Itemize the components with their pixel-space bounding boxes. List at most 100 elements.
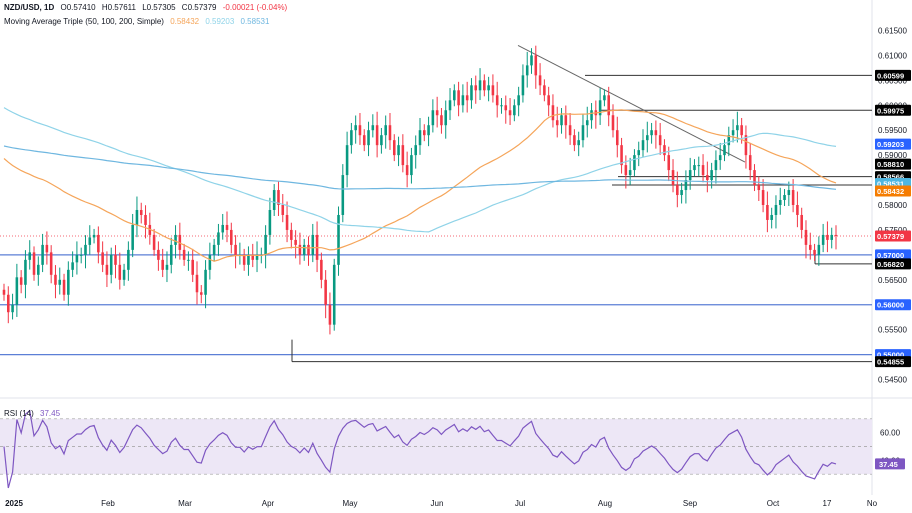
rsi-value: 37.45 bbox=[40, 409, 61, 418]
candle-body bbox=[530, 55, 533, 66]
candle-body bbox=[453, 90, 456, 101]
candle-body bbox=[440, 115, 443, 126]
high-value: H0.57611 bbox=[101, 3, 136, 12]
candle-body bbox=[332, 264, 336, 325]
candle-body bbox=[169, 244, 173, 265]
candle-body bbox=[290, 229, 293, 240]
candle-body bbox=[538, 75, 542, 86]
candle-body bbox=[272, 190, 276, 210]
candle-body bbox=[92, 234, 96, 238]
tag-0.56820-bg bbox=[875, 258, 911, 270]
candle-body bbox=[199, 292, 203, 295]
close-value: C0.57379 bbox=[181, 3, 217, 12]
candle-body bbox=[139, 209, 143, 215]
candle-body bbox=[448, 100, 452, 111]
tag-last-price-bg bbox=[875, 230, 911, 242]
candle-body bbox=[217, 232, 220, 245]
candle-body bbox=[114, 254, 117, 265]
candle-body bbox=[302, 244, 306, 255]
candle-body bbox=[757, 185, 761, 191]
candle-body bbox=[277, 190, 280, 205]
y-tick-label: 0.58000 bbox=[878, 201, 907, 210]
tag-0.59975-bg bbox=[875, 104, 911, 116]
candle-body bbox=[663, 145, 666, 156]
tag-0.58810: 0.58810 bbox=[877, 160, 904, 169]
x-tick-label: Apr bbox=[262, 499, 275, 508]
candle-body bbox=[585, 120, 589, 126]
candle-body bbox=[191, 259, 194, 275]
candle-body bbox=[778, 200, 782, 205]
tag-ma50: 0.58432 bbox=[877, 187, 904, 196]
candle-body bbox=[410, 155, 413, 176]
x-tick-label: Feb bbox=[101, 499, 115, 508]
rsi-header: RSI (14) 37.45 bbox=[4, 409, 64, 418]
candle-body bbox=[753, 170, 756, 186]
downtrend-line bbox=[517, 44, 746, 163]
candle-body bbox=[534, 55, 538, 76]
rsi-label[interactable]: RSI (14) bbox=[4, 409, 34, 418]
x-tick-label: Aug bbox=[598, 499, 612, 508]
ma-label[interactable]: Moving Average Triple (50, 100, 200, Sim… bbox=[4, 17, 164, 26]
y-tick-label: 0.54500 bbox=[878, 376, 907, 385]
candle-body bbox=[817, 244, 821, 255]
ma200-value: 0.58531 bbox=[240, 17, 270, 26]
tag-rsi-bg bbox=[875, 458, 905, 470]
candle-body bbox=[88, 237, 92, 245]
candle-body bbox=[105, 264, 109, 275]
candle-body bbox=[311, 234, 315, 255]
candle-body bbox=[620, 145, 623, 166]
candle-body bbox=[401, 145, 405, 166]
y-tick-label: 0.59500 bbox=[878, 126, 907, 135]
candle-body bbox=[375, 125, 379, 146]
candle-body bbox=[19, 277, 23, 285]
candle-body bbox=[611, 115, 615, 131]
tag-0.54855-bg bbox=[875, 356, 911, 368]
candle-body bbox=[414, 145, 417, 156]
candle-body bbox=[350, 130, 353, 146]
candle-body bbox=[380, 135, 383, 146]
x-tick-label: No bbox=[867, 499, 878, 508]
candle-body bbox=[513, 105, 516, 116]
ma200-line bbox=[3, 145, 837, 190]
candle-body bbox=[427, 125, 430, 136]
candle-body bbox=[49, 252, 53, 275]
x-tick-label: Jul bbox=[515, 499, 525, 508]
candle-body bbox=[247, 254, 250, 265]
candle-body bbox=[388, 125, 392, 141]
tag-0.57000: 0.57000 bbox=[877, 251, 904, 260]
candle-body bbox=[212, 244, 216, 255]
candle-body bbox=[54, 274, 57, 285]
candle-body bbox=[603, 95, 606, 101]
candle-body bbox=[834, 234, 838, 236]
candle-body bbox=[285, 214, 289, 230]
candle-body bbox=[204, 269, 207, 295]
symbol-label[interactable]: NZD/USD, 1D bbox=[4, 3, 55, 12]
candle-body bbox=[525, 65, 529, 76]
tag-0.58810-bg bbox=[875, 158, 911, 170]
candle-body bbox=[770, 214, 773, 220]
candle-body bbox=[11, 304, 14, 313]
candle-body bbox=[328, 304, 332, 325]
candle-body bbox=[144, 214, 147, 225]
candle-body bbox=[688, 170, 692, 181]
candle-body bbox=[152, 234, 156, 250]
candle-body bbox=[431, 110, 435, 126]
candle-body bbox=[67, 269, 70, 295]
candle-body bbox=[787, 190, 791, 196]
candle-body bbox=[118, 264, 122, 280]
candle-body bbox=[75, 254, 79, 263]
tag-0.55000: 0.55000 bbox=[877, 351, 904, 360]
candle-body bbox=[79, 254, 83, 256]
candle-body bbox=[671, 170, 675, 186]
candle-body bbox=[637, 150, 641, 156]
candle-body bbox=[341, 175, 345, 215]
x-tick-label: Mar bbox=[178, 499, 192, 508]
candle-body bbox=[568, 125, 572, 136]
tag-rsi: 37.45 bbox=[879, 460, 898, 469]
candle-body bbox=[230, 229, 233, 245]
candle-body bbox=[195, 274, 199, 293]
x-tick-label: Jun bbox=[431, 499, 444, 508]
candle-body bbox=[298, 244, 302, 255]
y-tick-label: 0.56500 bbox=[878, 276, 907, 285]
